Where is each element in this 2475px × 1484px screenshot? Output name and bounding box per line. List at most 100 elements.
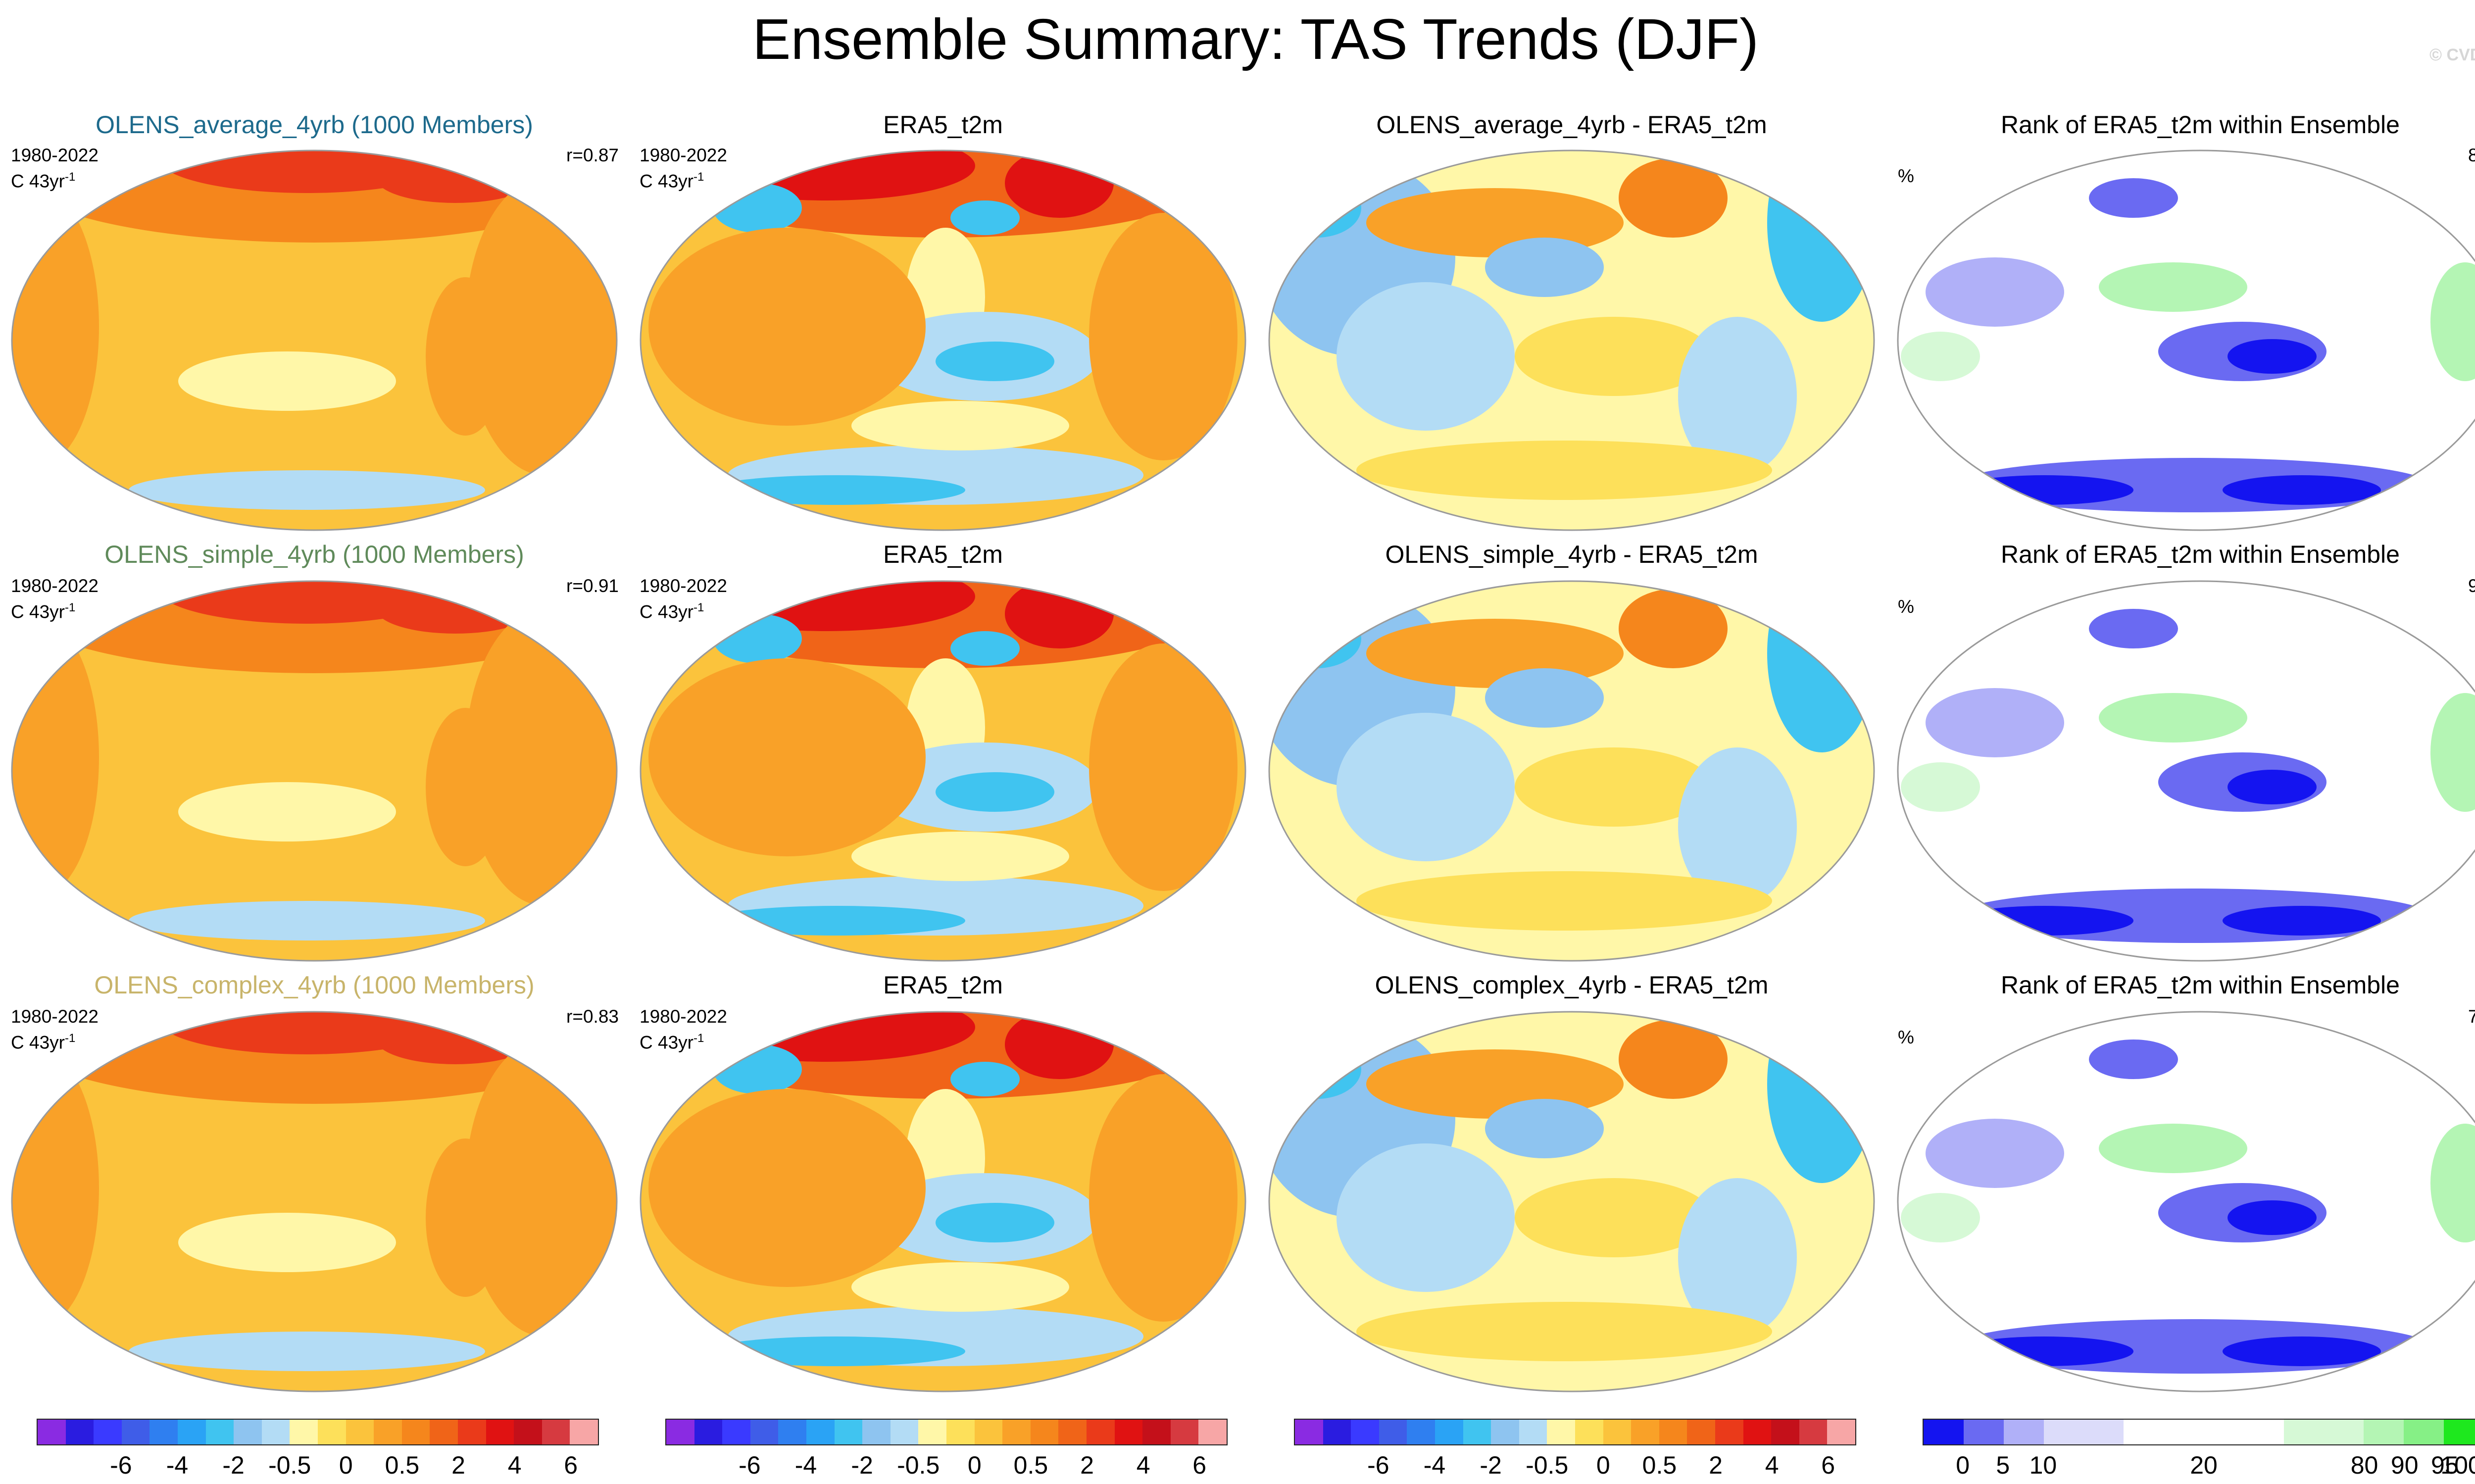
colorbar-tick-label: -0.5 bbox=[268, 1451, 311, 1479]
southern-ocean-cooling bbox=[129, 470, 485, 510]
units-base: C 43yr bbox=[11, 601, 65, 622]
units-base: C 43yr bbox=[640, 1032, 693, 1053]
color-swatch bbox=[1715, 1420, 1743, 1444]
color-swatch bbox=[1407, 1420, 1435, 1444]
period-text: 1980-2022 bbox=[640, 145, 727, 165]
strong-arctic-warming bbox=[1005, 150, 1114, 218]
color-swatch bbox=[918, 1420, 946, 1444]
map-panel bbox=[1267, 148, 1876, 532]
panel-title: OLENS_simple_4yrb - ERA5_t2m bbox=[1385, 541, 1758, 568]
color-swatch bbox=[1170, 1420, 1199, 1444]
period-text: 1980-2022 bbox=[640, 576, 727, 596]
weak-trend-region bbox=[178, 782, 396, 841]
color-swatch bbox=[1002, 1420, 1031, 1444]
period-label: 1980-2022 C 43yr-1 bbox=[640, 575, 727, 623]
color-swatch bbox=[1924, 1420, 1964, 1444]
map-outline bbox=[1268, 1011, 1875, 1392]
color-swatch bbox=[570, 1420, 598, 1444]
colorbar-tick-label: 10 bbox=[2029, 1451, 2057, 1479]
warm-region bbox=[648, 228, 926, 426]
correlation-value: r=0.91 bbox=[566, 576, 619, 596]
colorbar-tick-label: -0.5 bbox=[897, 1451, 940, 1479]
color-swatch bbox=[974, 1420, 1003, 1444]
color-swatch bbox=[862, 1420, 891, 1444]
colorbar-tick-label: 0.5 bbox=[1013, 1451, 1048, 1479]
color-swatch bbox=[1142, 1420, 1171, 1444]
map-panel bbox=[10, 148, 619, 532]
units-text: C 43yr-1 bbox=[640, 166, 727, 192]
map-panel bbox=[10, 579, 619, 963]
period-label: 1980-2022 C 43yr-1 bbox=[11, 575, 99, 623]
warm-land-region bbox=[426, 1138, 505, 1297]
map-outline bbox=[640, 149, 1246, 531]
negative-difference bbox=[1678, 317, 1797, 475]
color-swatch bbox=[346, 1420, 374, 1444]
colorbar-tick-label: 2 bbox=[1080, 1451, 1094, 1479]
trend-colorbar: -6 -4 -2 -0.5 0 0.5 2 4 6 bbox=[1294, 1419, 1856, 1483]
colorbar-tick-label: 90 bbox=[2390, 1451, 2419, 1479]
panel-title: ERA5_t2m bbox=[883, 541, 1003, 568]
period-label: 1980-2022 C 43yr-1 bbox=[640, 145, 727, 192]
map-outline bbox=[1268, 580, 1875, 962]
panel-title: Rank of ERA5_t2m within Ensemble bbox=[2001, 971, 2400, 999]
weak-trend-region bbox=[178, 351, 396, 411]
strong-arctic-warming bbox=[1005, 1012, 1114, 1079]
map-panel bbox=[10, 1010, 619, 1393]
high-rank-region bbox=[2430, 262, 2475, 381]
color-swatch bbox=[317, 1420, 346, 1444]
colorbar-tick-label: 6 bbox=[1192, 1451, 1207, 1479]
period-text: 1980-2022 bbox=[11, 1006, 99, 1027]
low-rank-region bbox=[2228, 339, 2317, 374]
panel-title: Rank of ERA5_t2m within Ensemble bbox=[2001, 111, 2400, 139]
colorbar-swatches bbox=[665, 1419, 1228, 1445]
cooling-region bbox=[936, 772, 1054, 812]
cooling-region bbox=[950, 1062, 1020, 1096]
high-rank-region bbox=[1901, 1193, 1980, 1242]
colorbar-tick-label: 0.5 bbox=[385, 1451, 420, 1479]
color-swatch bbox=[1963, 1420, 2004, 1444]
map-panel bbox=[1267, 1010, 1876, 1393]
panel-title: ERA5_t2m bbox=[883, 111, 1003, 139]
map-plot bbox=[1897, 1011, 2475, 1392]
warm-land-region bbox=[1089, 213, 1238, 460]
low-rank-region bbox=[2089, 178, 2178, 218]
warm-region bbox=[648, 1089, 926, 1287]
correlation-value: r=0.87 bbox=[566, 145, 619, 165]
high-rank-region bbox=[2099, 1124, 2247, 1173]
map-outline bbox=[11, 149, 618, 531]
colorbar-tick-label: 100 bbox=[2440, 1451, 2475, 1479]
high-rank-region bbox=[1901, 332, 1980, 381]
color-swatch bbox=[1114, 1420, 1143, 1444]
color-swatch bbox=[38, 1420, 66, 1444]
color-swatch bbox=[946, 1420, 975, 1444]
colorbar-tick-label: -4 bbox=[1423, 1451, 1446, 1479]
color-swatch bbox=[806, 1420, 835, 1444]
low-rank-region bbox=[2223, 475, 2381, 505]
weak-trend-region bbox=[178, 1213, 396, 1272]
color-swatch bbox=[261, 1420, 290, 1444]
map-plot bbox=[640, 580, 1246, 962]
units-base: C 43yr bbox=[640, 601, 693, 622]
colorbar-tick-label: 2 bbox=[451, 1451, 465, 1479]
color-swatch bbox=[2364, 1420, 2404, 1444]
color-swatch bbox=[149, 1420, 178, 1444]
panel-title: OLENS_complex_4yrb - ERA5_t2m bbox=[1375, 971, 1769, 999]
positive-difference bbox=[1619, 1020, 1728, 1099]
units-text: C 43yr-1 bbox=[640, 597, 727, 623]
negative-difference bbox=[1678, 747, 1797, 906]
map-outline bbox=[1268, 149, 1875, 531]
colorbar-tick-label: 0 bbox=[1596, 1451, 1610, 1479]
color-swatch bbox=[94, 1420, 122, 1444]
rank-colorbar: 0 5 10 20 80 90 95 100 bbox=[1923, 1419, 2475, 1483]
color-swatch bbox=[1491, 1420, 1519, 1444]
trend-colorbar: -6 -4 -2 -0.5 0 0.5 2 4 6 bbox=[665, 1419, 1228, 1483]
high-rank-region bbox=[2430, 1124, 2475, 1242]
color-swatch bbox=[542, 1420, 570, 1444]
colorbar-swatches bbox=[37, 1419, 599, 1445]
units-exponent: -1 bbox=[64, 1032, 76, 1045]
cooling-region bbox=[708, 475, 965, 505]
units-text: C 43yr-1 bbox=[640, 1028, 727, 1053]
period-label: 1980-2022 C 43yr-1 bbox=[11, 1006, 99, 1053]
colorbar-tick-label: 4 bbox=[1136, 1451, 1150, 1479]
color-swatch bbox=[1631, 1420, 1659, 1444]
